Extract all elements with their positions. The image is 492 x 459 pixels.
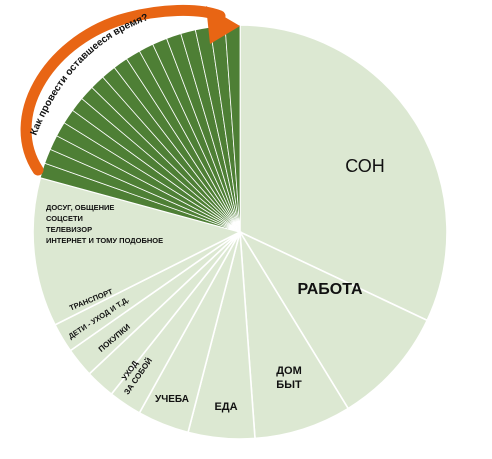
pie-slice bbox=[239, 231, 350, 440]
pie-slice bbox=[32, 176, 243, 326]
slice-label: ЕДА bbox=[214, 401, 237, 413]
slice-label: ДОМ БЫТ bbox=[276, 365, 302, 391]
pie-slices bbox=[32, 24, 448, 440]
slice-label: УЧЕБА bbox=[155, 394, 189, 405]
pie-slice bbox=[237, 230, 429, 410]
annotation-arrow-body bbox=[20, 4, 226, 176]
slice-label: ДОСУГ, ОБЩЕНИЕ СОЦСЕТИ ТЕЛЕВИЗОР ИНТЕРНЕТ И… bbox=[46, 203, 163, 245]
annotation-arrowhead bbox=[206, 6, 240, 44]
pie-slice bbox=[239, 24, 448, 322]
slice-label: РАБОТА bbox=[297, 281, 363, 298]
slice-label: СОН bbox=[345, 156, 385, 176]
